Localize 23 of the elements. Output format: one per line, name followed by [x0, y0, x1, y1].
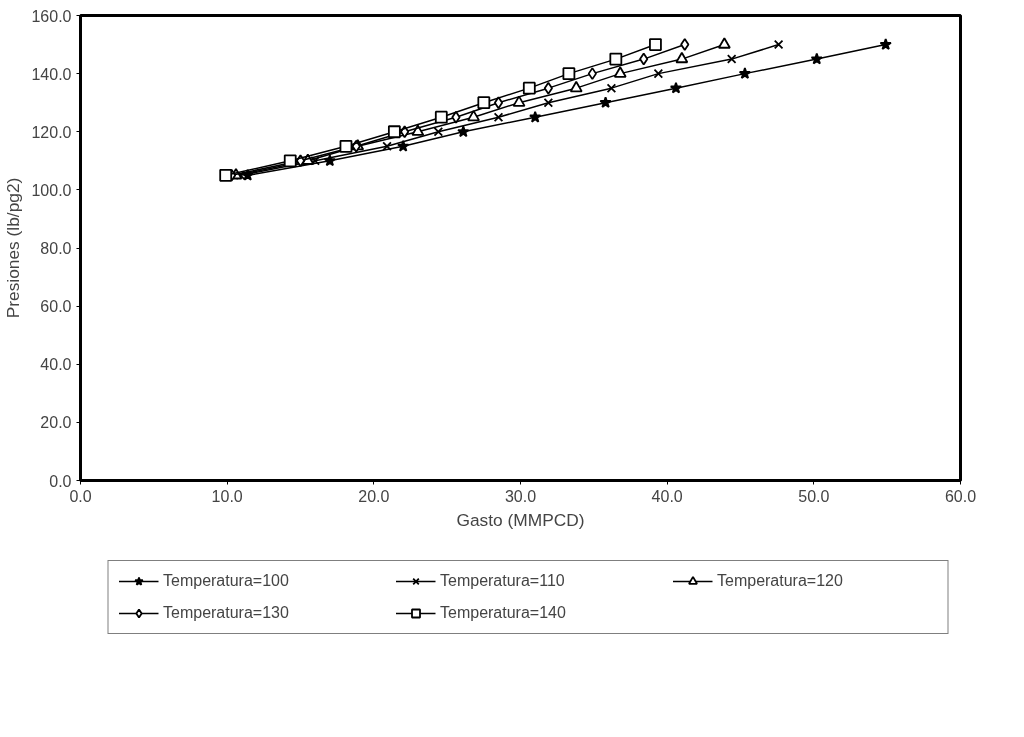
legend-label: Temperatura=120 — [717, 572, 844, 590]
x-tick-label: 0.0 — [69, 487, 92, 505]
y-tick-label: 100.0 — [31, 181, 72, 199]
y-tick-label: 160.0 — [31, 7, 72, 25]
y-axis-title: Presiones (lb/pg2) — [3, 177, 24, 319]
y-tick-label: 120.0 — [31, 123, 72, 141]
legend-label: Temperatura=110 — [440, 572, 566, 590]
x-tick-label: 30.0 — [504, 487, 537, 505]
y-tick-label: 140.0 — [31, 65, 72, 83]
x-tick-label: 10.0 — [211, 487, 243, 505]
legend-label: Temperatura=100 — [163, 572, 290, 590]
y-tick-label: 60.0 — [40, 298, 72, 316]
x-tick-label: 60.0 — [944, 487, 977, 505]
x-tick-label: 50.0 — [798, 487, 830, 505]
y-tick-label: 20.0 — [40, 414, 72, 432]
x-tick-label: 20.0 — [358, 487, 390, 505]
y-tick-label: 40.0 — [40, 356, 72, 374]
legend-label: Temperatura=140 — [440, 604, 567, 622]
x-axis-title: Gasto (MMPCD) — [456, 509, 585, 530]
y-tick-label: 0.0 — [49, 472, 72, 490]
x-tick-label: 40.0 — [651, 487, 683, 505]
y-tick-label: 80.0 — [40, 240, 72, 257]
legend-label: Temperatura=130 — [163, 604, 290, 622]
